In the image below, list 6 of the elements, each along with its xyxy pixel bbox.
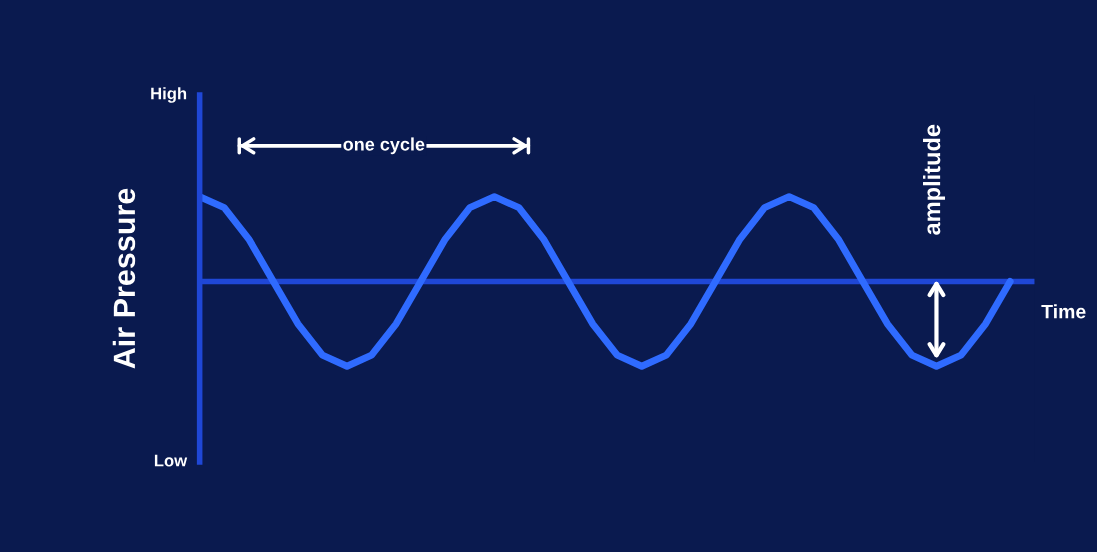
y-axis-title: Air Pressure xyxy=(112,188,136,369)
text: one cycle xyxy=(343,137,425,155)
x-axis-title: Time xyxy=(1041,304,1086,319)
text: High xyxy=(151,87,187,103)
annotation: amplitude xyxy=(923,124,946,235)
text: Low xyxy=(154,454,188,467)
